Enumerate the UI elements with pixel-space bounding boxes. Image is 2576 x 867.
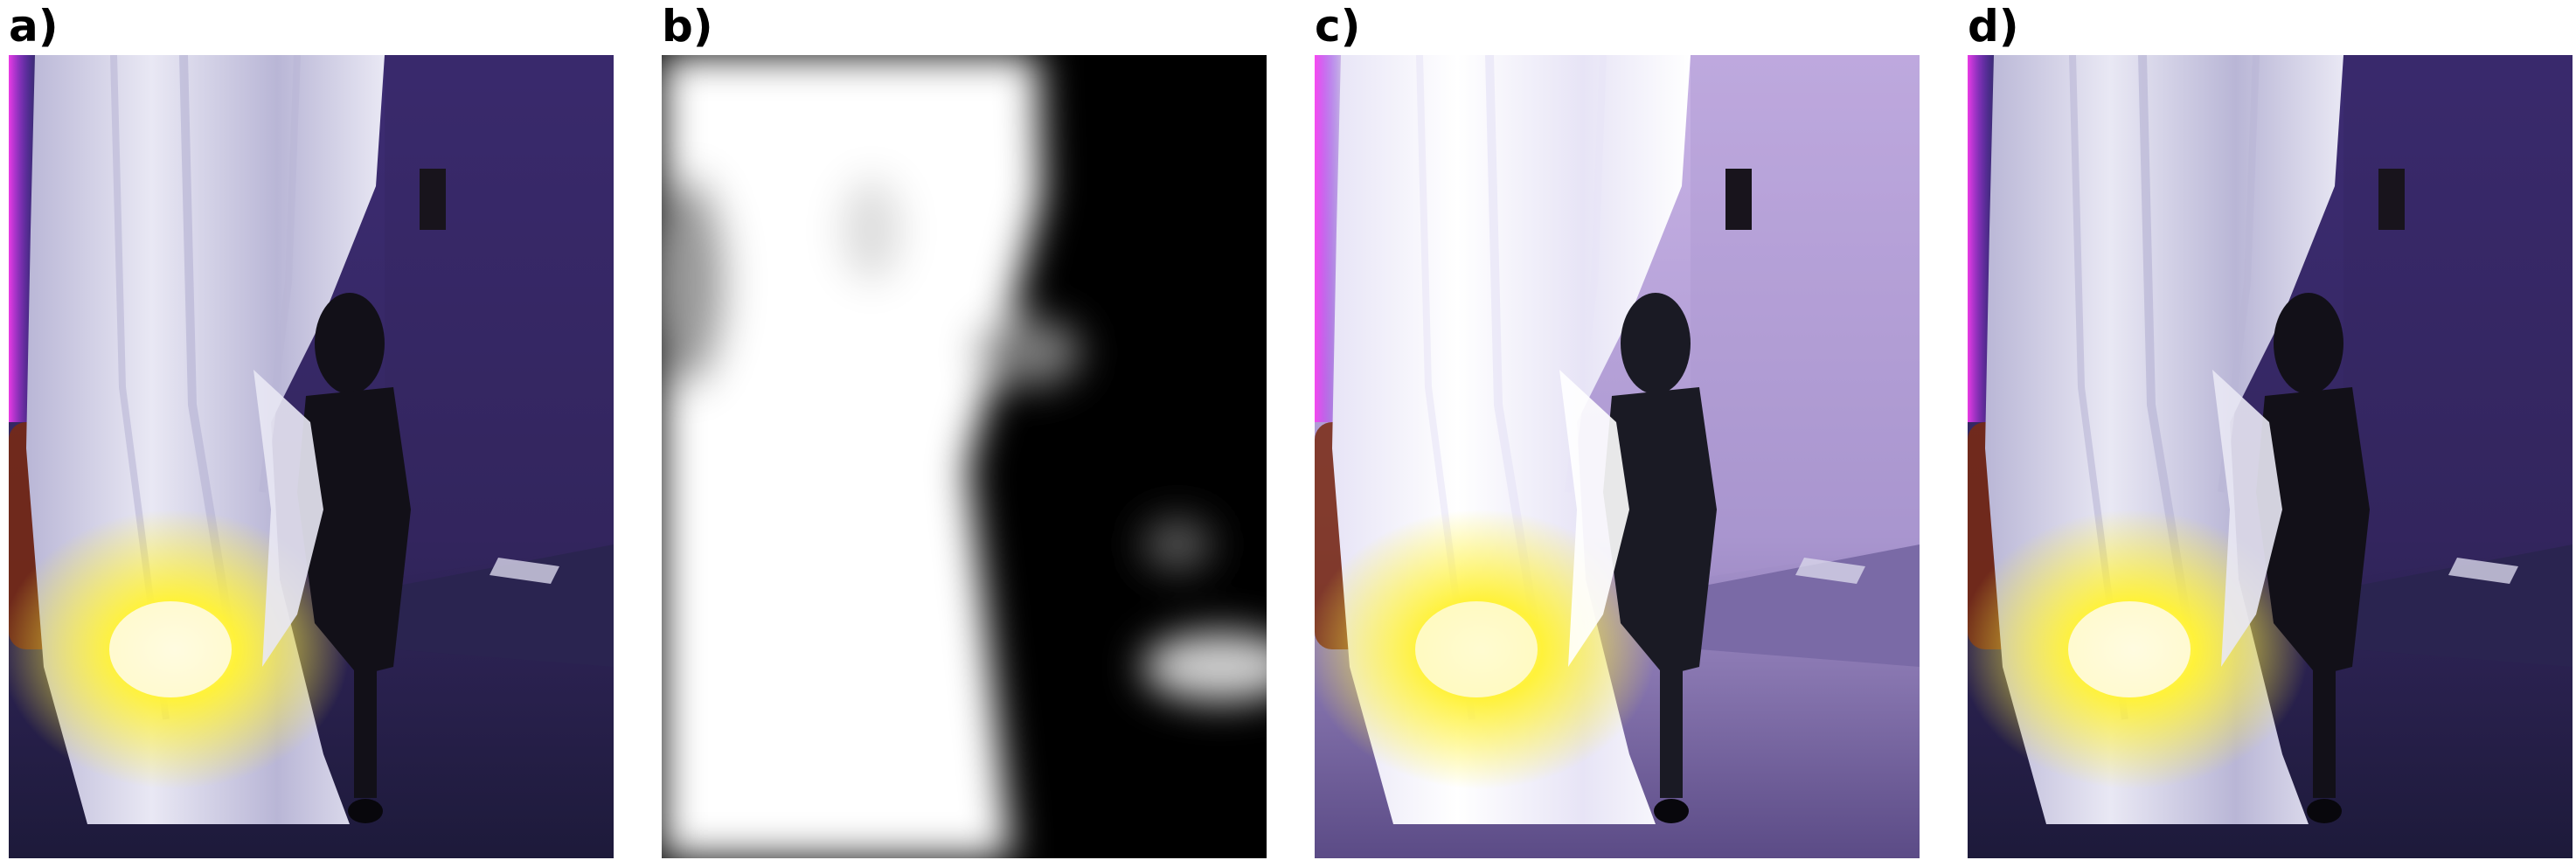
enhanced-photo: [1315, 55, 1920, 858]
panel-label-a: a): [9, 1, 59, 52]
output-photo: [1968, 55, 2573, 858]
panel-d: d): [1968, 0, 2573, 867]
panel-label-b: b): [662, 1, 713, 52]
input-photo: [9, 55, 614, 858]
panel-c: c): [1315, 0, 1920, 867]
mask-image: [662, 55, 1267, 858]
panel-b: b): [662, 0, 1267, 867]
panel-a: a): [9, 0, 614, 867]
panel-label-c: c): [1315, 1, 1361, 52]
panel-label-d: d): [1968, 1, 2019, 52]
